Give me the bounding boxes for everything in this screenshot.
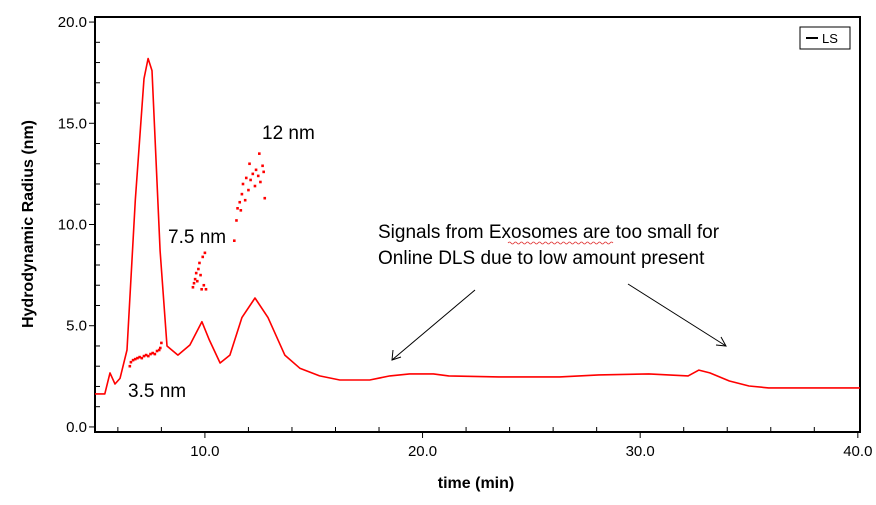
y-tick-label: 15.0 xyxy=(58,115,87,132)
radius-data-point xyxy=(197,267,200,271)
y-tick-label: 10.0 xyxy=(58,217,87,234)
radius-data-point xyxy=(149,352,152,356)
annotation-arrow-left xyxy=(391,289,476,361)
radius-data-point xyxy=(142,354,146,358)
radius-data-point xyxy=(249,178,252,182)
radius-data-point xyxy=(129,360,133,364)
radius-data-point xyxy=(253,184,257,188)
x-tick-label: 10.0 xyxy=(190,443,219,460)
radius-data-point xyxy=(191,285,195,289)
y-tick-label: 20.0 xyxy=(58,14,87,31)
radius-data-point xyxy=(200,287,203,291)
radius-data-point xyxy=(240,192,244,196)
radius-data-point xyxy=(157,348,161,352)
annotation-exosomes-line2: Online DLS due to low amount present xyxy=(378,248,705,269)
radius-data-point xyxy=(138,355,141,359)
radius-data-point xyxy=(155,349,159,353)
radius-data-point xyxy=(235,219,238,222)
radius-data-point xyxy=(241,182,245,186)
ls-series-line xyxy=(95,57,860,395)
radius-data-point xyxy=(261,164,264,168)
radius-data-point xyxy=(136,356,139,360)
radius-data-point xyxy=(128,364,132,368)
plot-frame xyxy=(94,16,861,433)
radius-data-point xyxy=(131,358,135,362)
radius-data-point xyxy=(198,261,201,265)
radius-data-point xyxy=(232,239,236,242)
radius-data-point xyxy=(140,356,144,360)
radius-data-point xyxy=(193,277,197,281)
radius-data-point xyxy=(147,354,150,358)
radius-data-point xyxy=(192,281,196,285)
radius-data-point xyxy=(258,152,261,155)
radius-data-point xyxy=(158,346,162,350)
radius-data-point xyxy=(263,196,267,200)
radius-data-point xyxy=(259,180,262,184)
radius-data-point xyxy=(262,170,265,174)
radius-data-point xyxy=(151,351,154,355)
x-tick-label: 20.0 xyxy=(408,443,437,460)
spellcheck-underline xyxy=(507,241,614,245)
radius-data-point xyxy=(153,352,157,356)
radius-data-point xyxy=(144,353,148,357)
radius-data-point xyxy=(194,271,198,275)
radius-data-point xyxy=(256,174,260,178)
annotation-exosomes-line1: Signals from Exosomes are too small for xyxy=(378,222,720,243)
annotation-12nm: 12 nm xyxy=(262,123,315,144)
radius-data-point xyxy=(195,279,199,283)
radius-data-point xyxy=(247,188,250,192)
radius-data-point xyxy=(199,273,202,277)
x-tick-label: 30.0 xyxy=(626,443,655,460)
radius-data-point xyxy=(243,198,247,202)
radius-data-point xyxy=(238,200,242,204)
annotation-arrow-right xyxy=(627,283,727,347)
annotation-3-5nm: 3.5 nm xyxy=(128,381,186,402)
radius-data-point xyxy=(254,168,258,172)
annotation-7-5nm: 7.5 nm xyxy=(168,227,226,248)
radius-data-point xyxy=(251,172,255,176)
y-tick-label: 0.0 xyxy=(66,419,87,436)
x-tick-label: 40.0 xyxy=(843,443,872,460)
legend-box xyxy=(799,26,851,50)
radius-data-point xyxy=(239,209,243,212)
radius-data-point xyxy=(133,357,137,361)
radius-data-point xyxy=(204,287,208,291)
radius-data-point xyxy=(201,255,205,259)
radius-data-point xyxy=(248,162,251,166)
y-axis-label: Hydrodynamic Radius (nm) xyxy=(20,120,37,328)
radius-data-point xyxy=(236,207,239,210)
y-tick-label: 5.0 xyxy=(66,318,87,335)
radius-data-point xyxy=(202,283,206,287)
legend-label-ls: LS xyxy=(822,31,838,46)
x-axis-label: time (min) xyxy=(438,475,514,492)
radius-data-point xyxy=(203,251,207,255)
radius-data-point xyxy=(160,341,163,345)
radius-data-point xyxy=(244,176,248,180)
legend: LS xyxy=(799,26,851,50)
